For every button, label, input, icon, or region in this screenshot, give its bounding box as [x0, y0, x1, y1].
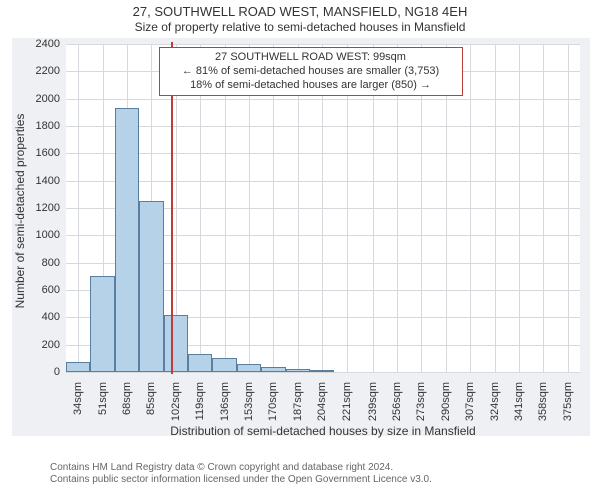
gridline-v	[470, 44, 471, 372]
xtick-label: 324sqm	[489, 382, 501, 422]
ytick-label: 1200	[20, 202, 60, 214]
ytick-label: 1600	[20, 147, 60, 159]
histogram-bar	[115, 108, 139, 372]
title-line-1: 27, SOUTHWELL ROAD WEST, MANSFIELD, NG18…	[0, 0, 600, 20]
xtick-label: 375sqm	[562, 382, 574, 422]
ytick-label: 2000	[20, 93, 60, 105]
xtick-label: 136sqm	[219, 382, 231, 422]
ytick-label: 800	[20, 257, 60, 269]
histogram-bar	[237, 364, 261, 372]
x-axis-label: Distribution of semi-detached houses by …	[66, 424, 580, 438]
xtick-label: 307sqm	[464, 382, 476, 422]
histogram-bar	[164, 315, 188, 372]
ytick-label: 2200	[20, 65, 60, 77]
xtick-label: 358sqm	[537, 382, 549, 422]
histogram-bar	[139, 201, 163, 372]
gridline-v	[543, 44, 544, 372]
xtick-label: 51sqm	[97, 382, 109, 422]
chart-container: 27, SOUTHWELL ROAD WEST, MANSFIELD, NG18…	[0, 0, 600, 500]
xtick-label: 221sqm	[341, 382, 353, 422]
gridline-v	[78, 44, 79, 372]
xtick-label: 68sqm	[121, 382, 133, 422]
xtick-label: 204sqm	[316, 382, 328, 422]
infobox-line1: 27 SOUTHWELL ROAD WEST: 99sqm	[166, 51, 456, 65]
ytick-label: 200	[20, 339, 60, 351]
ytick-label: 600	[20, 284, 60, 296]
histogram-bar	[310, 370, 334, 372]
footer-line-2: Contains public sector information licen…	[50, 474, 432, 486]
footer-line-1: Contains HM Land Registry data © Crown c…	[50, 462, 432, 474]
gridline-h	[66, 372, 580, 373]
ytick-label: 2400	[20, 38, 60, 50]
ytick-label: 0	[20, 366, 60, 378]
xtick-label: 153sqm	[243, 382, 255, 422]
title-line-2: Size of property relative to semi-detach…	[0, 20, 600, 34]
infobox-line3: 18% of semi-detached houses are larger (…	[166, 79, 456, 93]
gridline-v	[495, 44, 496, 372]
histogram-bar	[212, 358, 236, 372]
histogram-bar	[188, 354, 212, 372]
histogram-bar	[286, 369, 310, 372]
gridline-v	[568, 44, 569, 372]
xtick-label: 85sqm	[145, 382, 157, 422]
xtick-label: 273sqm	[415, 382, 427, 422]
infobox-line2: ← 81% of semi-detached houses are smalle…	[166, 65, 456, 79]
histogram-bar	[261, 367, 285, 372]
xtick-label: 239sqm	[367, 382, 379, 422]
xtick-label: 34sqm	[72, 382, 84, 422]
xtick-label: 256sqm	[391, 382, 403, 422]
ytick-label: 400	[20, 311, 60, 323]
gridline-v	[519, 44, 520, 372]
footer-attribution: Contains HM Land Registry data © Crown c…	[50, 462, 432, 486]
ytick-label: 1000	[20, 229, 60, 241]
xtick-label: 187sqm	[292, 382, 304, 422]
property-info-box: 27 SOUTHWELL ROAD WEST: 99sqm← 81% of se…	[159, 47, 463, 96]
xtick-label: 119sqm	[194, 382, 206, 422]
xtick-label: 290sqm	[440, 382, 452, 422]
ytick-label: 1400	[20, 175, 60, 187]
xtick-label: 170sqm	[267, 382, 279, 422]
ytick-label: 1800	[20, 120, 60, 132]
histogram-bar	[90, 276, 114, 372]
xtick-label: 341sqm	[513, 382, 525, 422]
xtick-label: 102sqm	[170, 382, 182, 422]
histogram-bar	[66, 362, 90, 372]
